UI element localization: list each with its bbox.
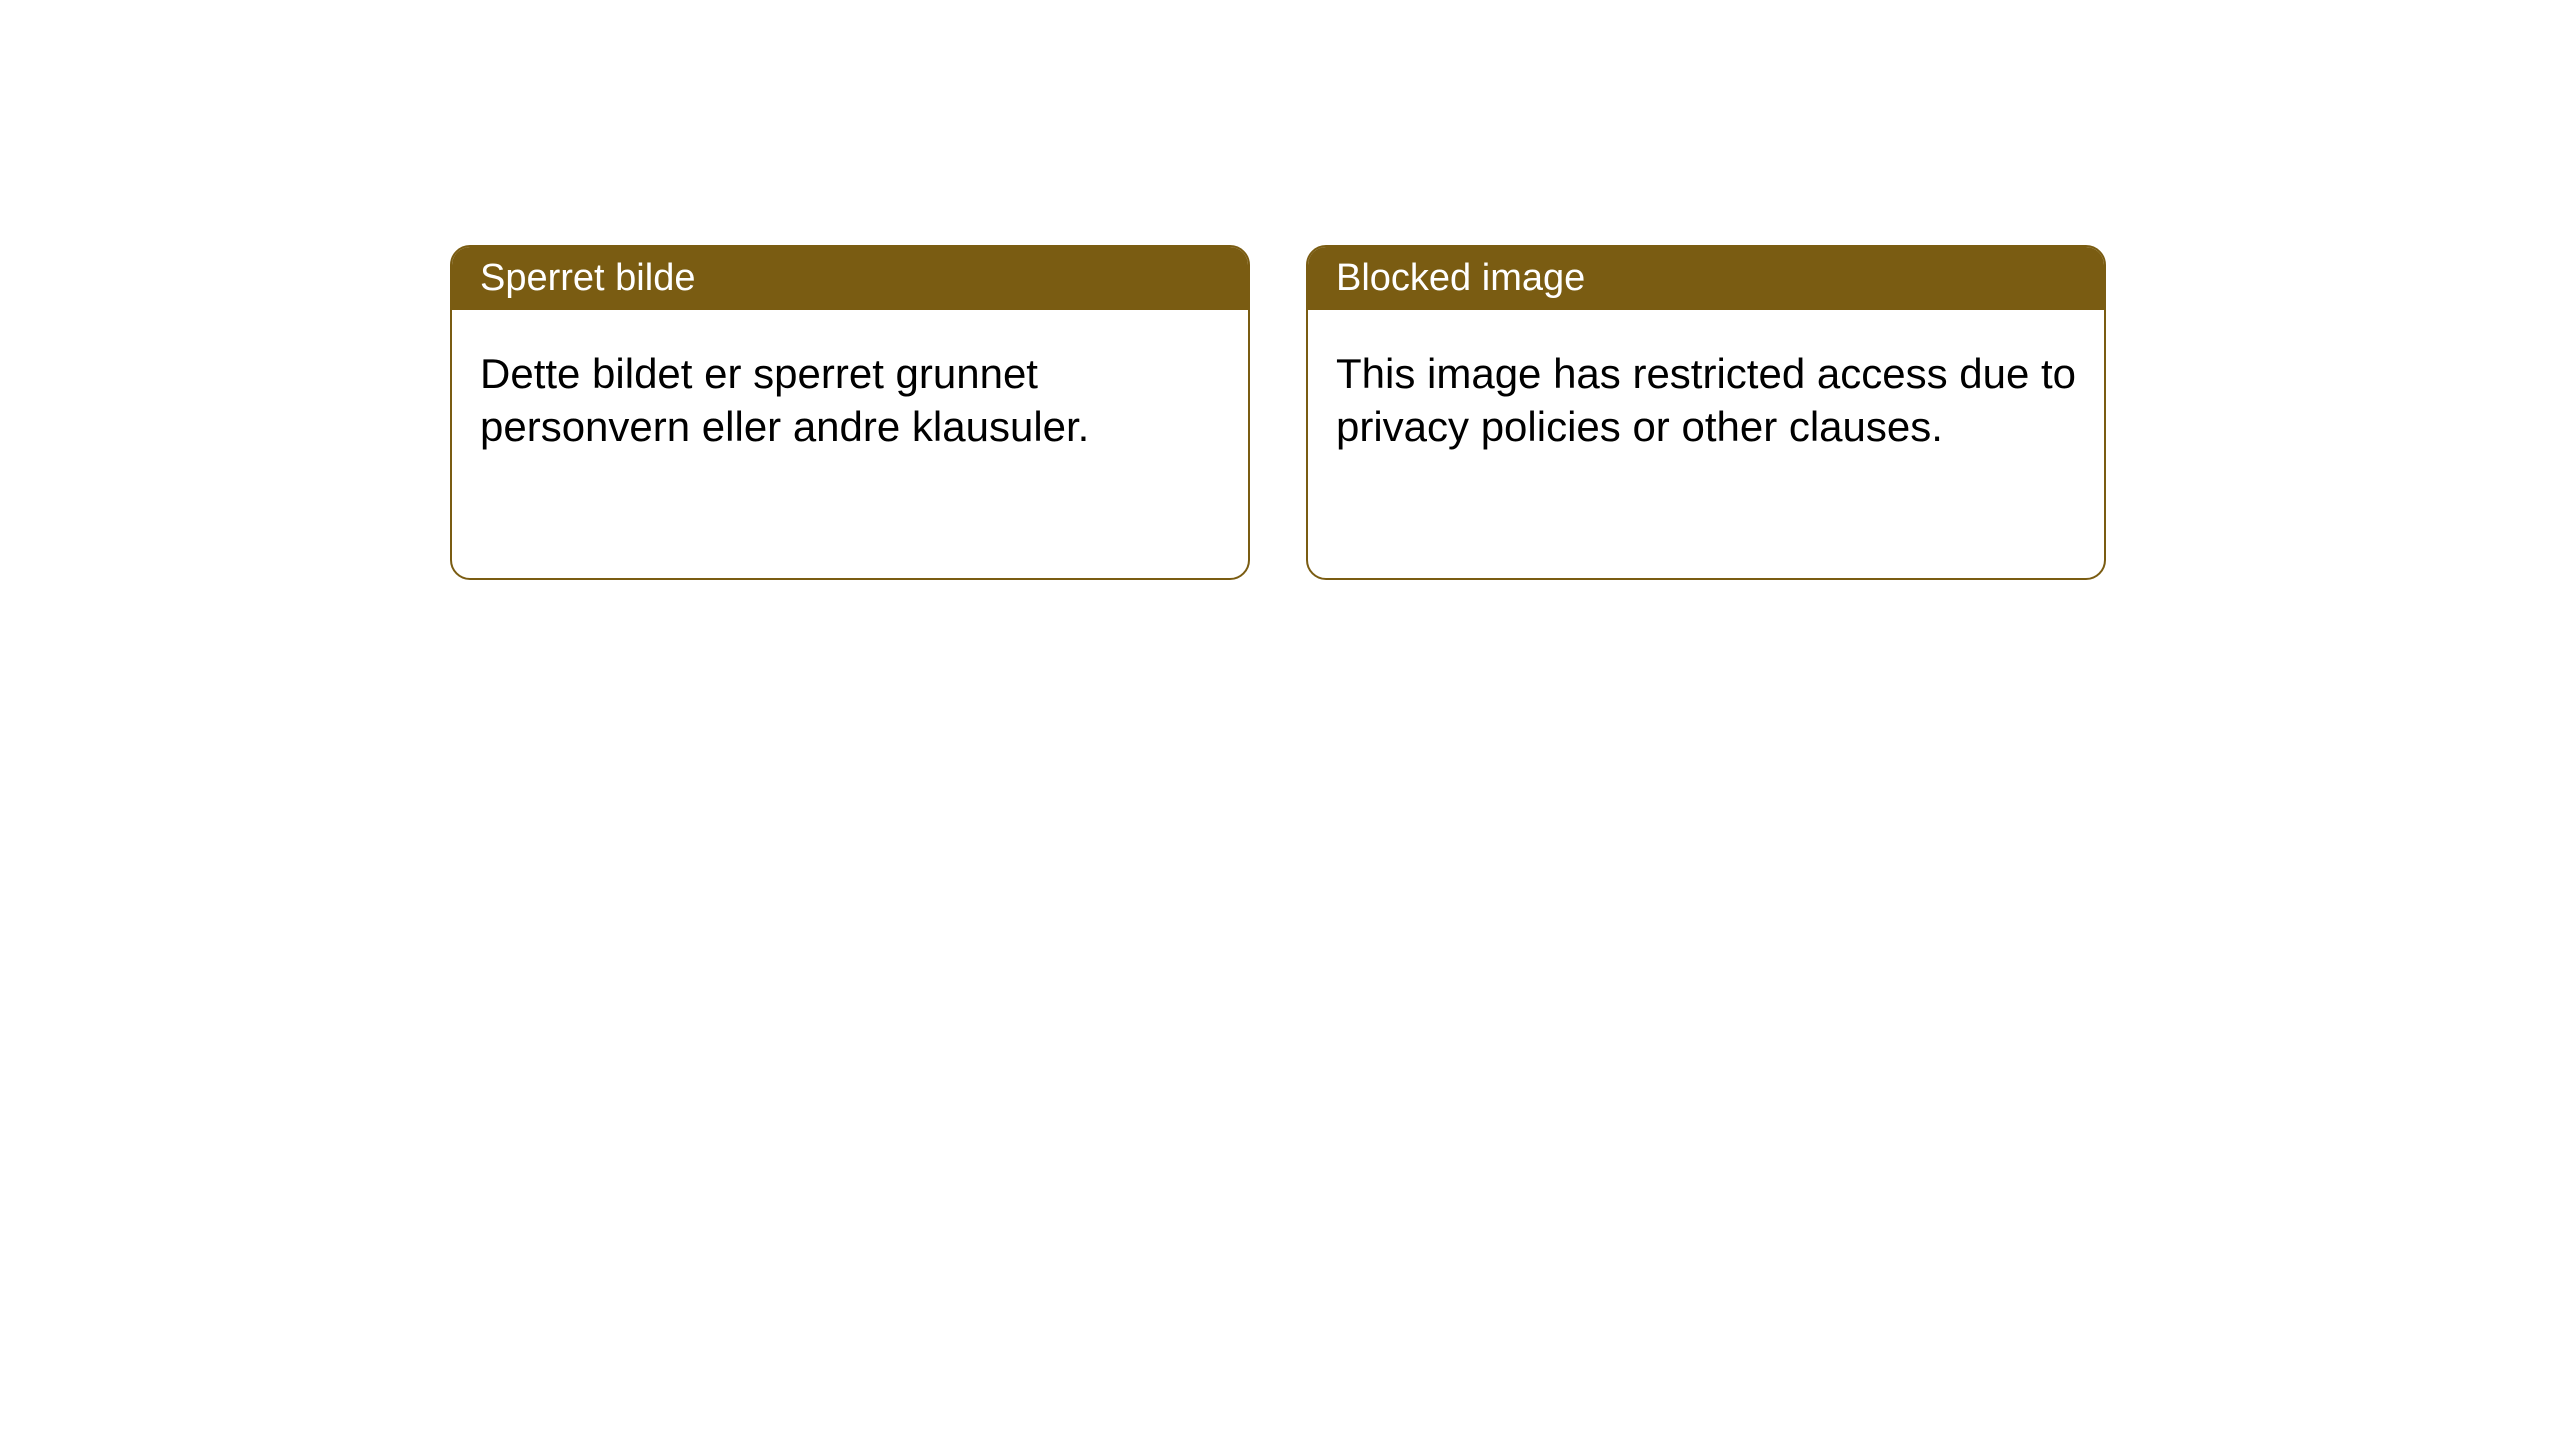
card-title: Sperret bilde <box>452 247 1248 310</box>
blocked-image-card-en: Blocked image This image has restricted … <box>1306 245 2106 580</box>
card-body: This image has restricted access due to … <box>1308 310 2104 491</box>
notice-cards-container: Sperret bilde Dette bildet er sperret gr… <box>0 0 2560 580</box>
card-body: Dette bildet er sperret grunnet personve… <box>452 310 1248 491</box>
blocked-image-card-no: Sperret bilde Dette bildet er sperret gr… <box>450 245 1250 580</box>
card-title: Blocked image <box>1308 247 2104 310</box>
